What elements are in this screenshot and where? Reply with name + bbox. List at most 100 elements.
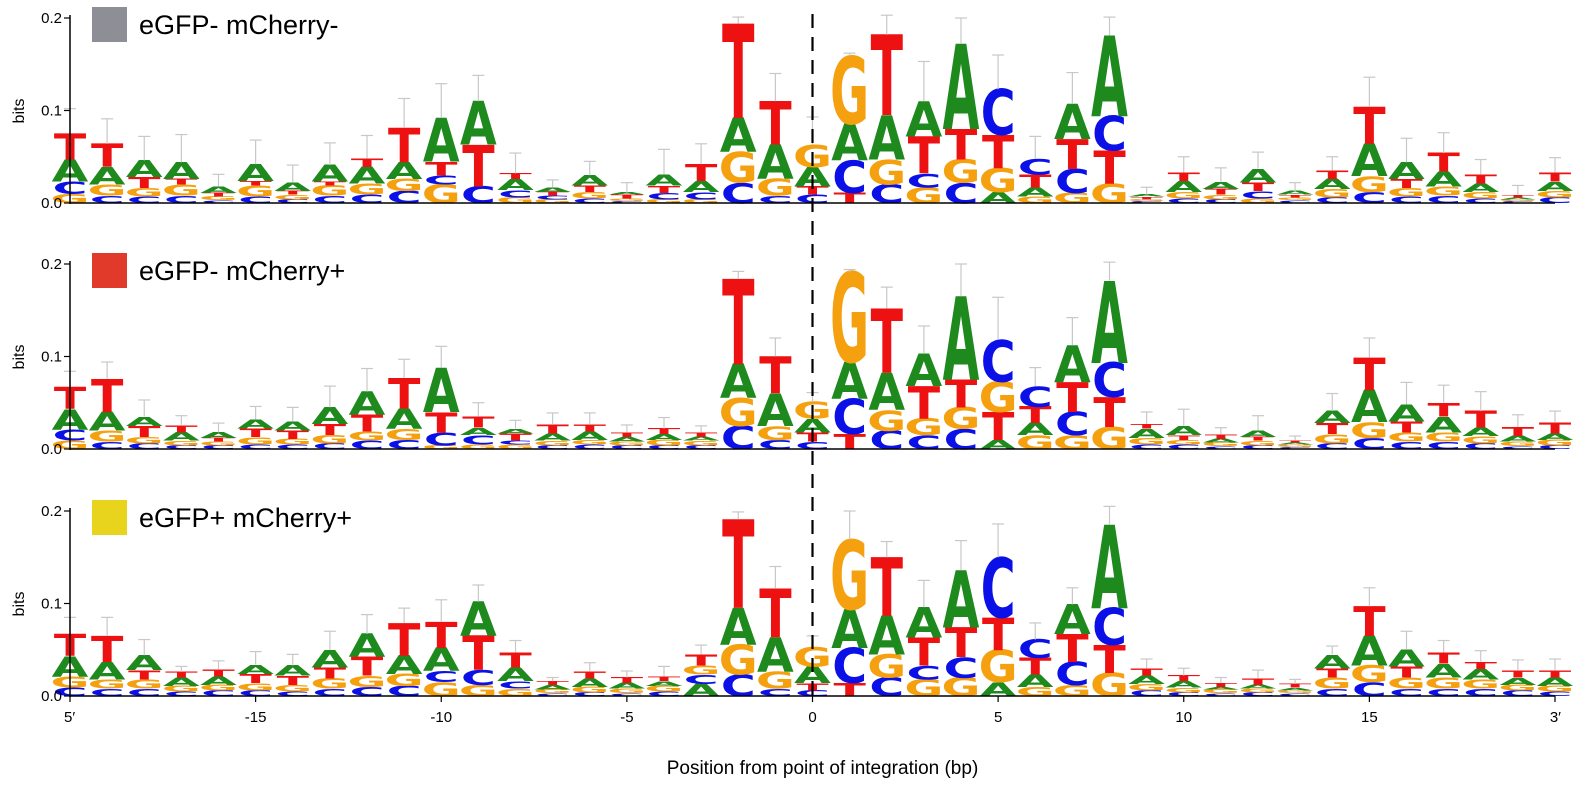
logo-letter-A: A [571,430,608,443]
logo-letter-A: A [1128,674,1165,687]
logo-letter-G: G [645,198,684,204]
logo-letter-G: G [533,689,572,695]
logo-letter-A: A [1203,686,1240,690]
logo-letter-C: C [127,195,162,205]
logo-letter-T: T [945,620,977,667]
logo-letter-C: C [906,431,941,454]
x-tick-label: 5 [994,709,1002,726]
logo-letter-T: T [1205,433,1237,440]
logo-letter-A: A [609,191,646,195]
logo-letter-C: C [1278,199,1313,203]
logo-letter-G: G [719,638,758,685]
logo-letter-G: G [1461,434,1500,446]
legend-swatch [92,253,127,288]
x-tick-label: 3′ [1550,709,1561,726]
logo-letter-G: G [1498,199,1537,202]
logo-letter-T: T [1390,664,1422,682]
logo-letter-T: T [611,194,643,200]
logo-letter-C: C [1092,108,1127,163]
logo-letter-G: G [645,438,684,447]
logo-letter-C: C [1129,443,1164,450]
logo-letter-C: C [424,668,459,686]
logo-letter-T: T [1427,148,1459,177]
logo-letter-C: C [1352,678,1387,701]
logo-letter-A: A [1351,381,1388,433]
logo-letter-C: C [201,444,236,450]
logo-letter-C: C [981,78,1016,150]
logo-letter-C: C [1055,406,1090,443]
logo-letter-T: T [165,423,198,435]
logo-letter-C: C [684,444,719,450]
logo-letter-G: G [570,685,609,694]
logo-letter-T: T [648,675,680,682]
logo-letter-C: C [981,541,1016,637]
x-tick-label: 0 [808,709,816,726]
logo-letter-A: A [1314,650,1351,673]
logo-letter-T: T [833,430,866,454]
logo-letter-T: T [1130,196,1162,200]
logo-letter-C: C [684,190,719,202]
logo-letter-G: G [310,676,349,692]
logo-letter-T: T [1539,668,1572,680]
logo-letter-A: A [460,426,497,438]
logo-letter-C: C [758,687,793,699]
logo-letter-G: G [88,428,127,446]
logo-letter-C: C [1241,189,1276,201]
logo-letter-T: T [1502,194,1534,198]
logo-letter-T: T [722,0,754,148]
y-tick-label: 0.0 [41,441,62,458]
logo-letter-T: T [1502,425,1535,440]
logo-letter-T: T [462,627,494,682]
logo-letter-T: T [1019,653,1052,680]
logo-letter-G: G [942,154,981,191]
logo-letter-C: C [1241,444,1276,450]
logo-letter-G: G [1350,172,1389,197]
logo-letter-T: T [1056,132,1088,179]
logo-letter-T: T [1427,399,1460,422]
logo-letter-A: A [1240,165,1277,188]
logo-letter-A: A [646,172,684,190]
logo-letter-T: T [1316,420,1348,438]
y-tick-label: 0.2 [41,503,62,520]
logo-letter-T: T [982,405,1015,449]
logo-letter-G: G [236,435,275,447]
logo-letter-A: A [868,605,905,667]
logo-letter-G: G [1276,690,1315,694]
logo-letter-C: C [1500,689,1535,698]
logo-letter-A: A [386,404,423,436]
logo-letter-A: A [200,431,238,440]
logo-letter-C: C [1389,440,1424,452]
logo-letter-C: C [572,197,607,204]
logo-letter-A: A [1314,408,1351,427]
logo-letter-A: A [1017,185,1054,200]
logo-letter-T: T [128,668,161,683]
logo-letter-C: C [1129,201,1164,204]
logo-letter-G: G [533,198,572,204]
logo-letter-A: A [1351,135,1388,187]
logo-letter-C: C [1463,687,1498,699]
logo-letter-T: T [1316,666,1349,681]
logo-letter-C: C [461,666,496,690]
logo-letter-G: G [1016,431,1055,454]
logo-letter-T: T [648,184,681,196]
logo-letter-C: C [127,687,162,699]
